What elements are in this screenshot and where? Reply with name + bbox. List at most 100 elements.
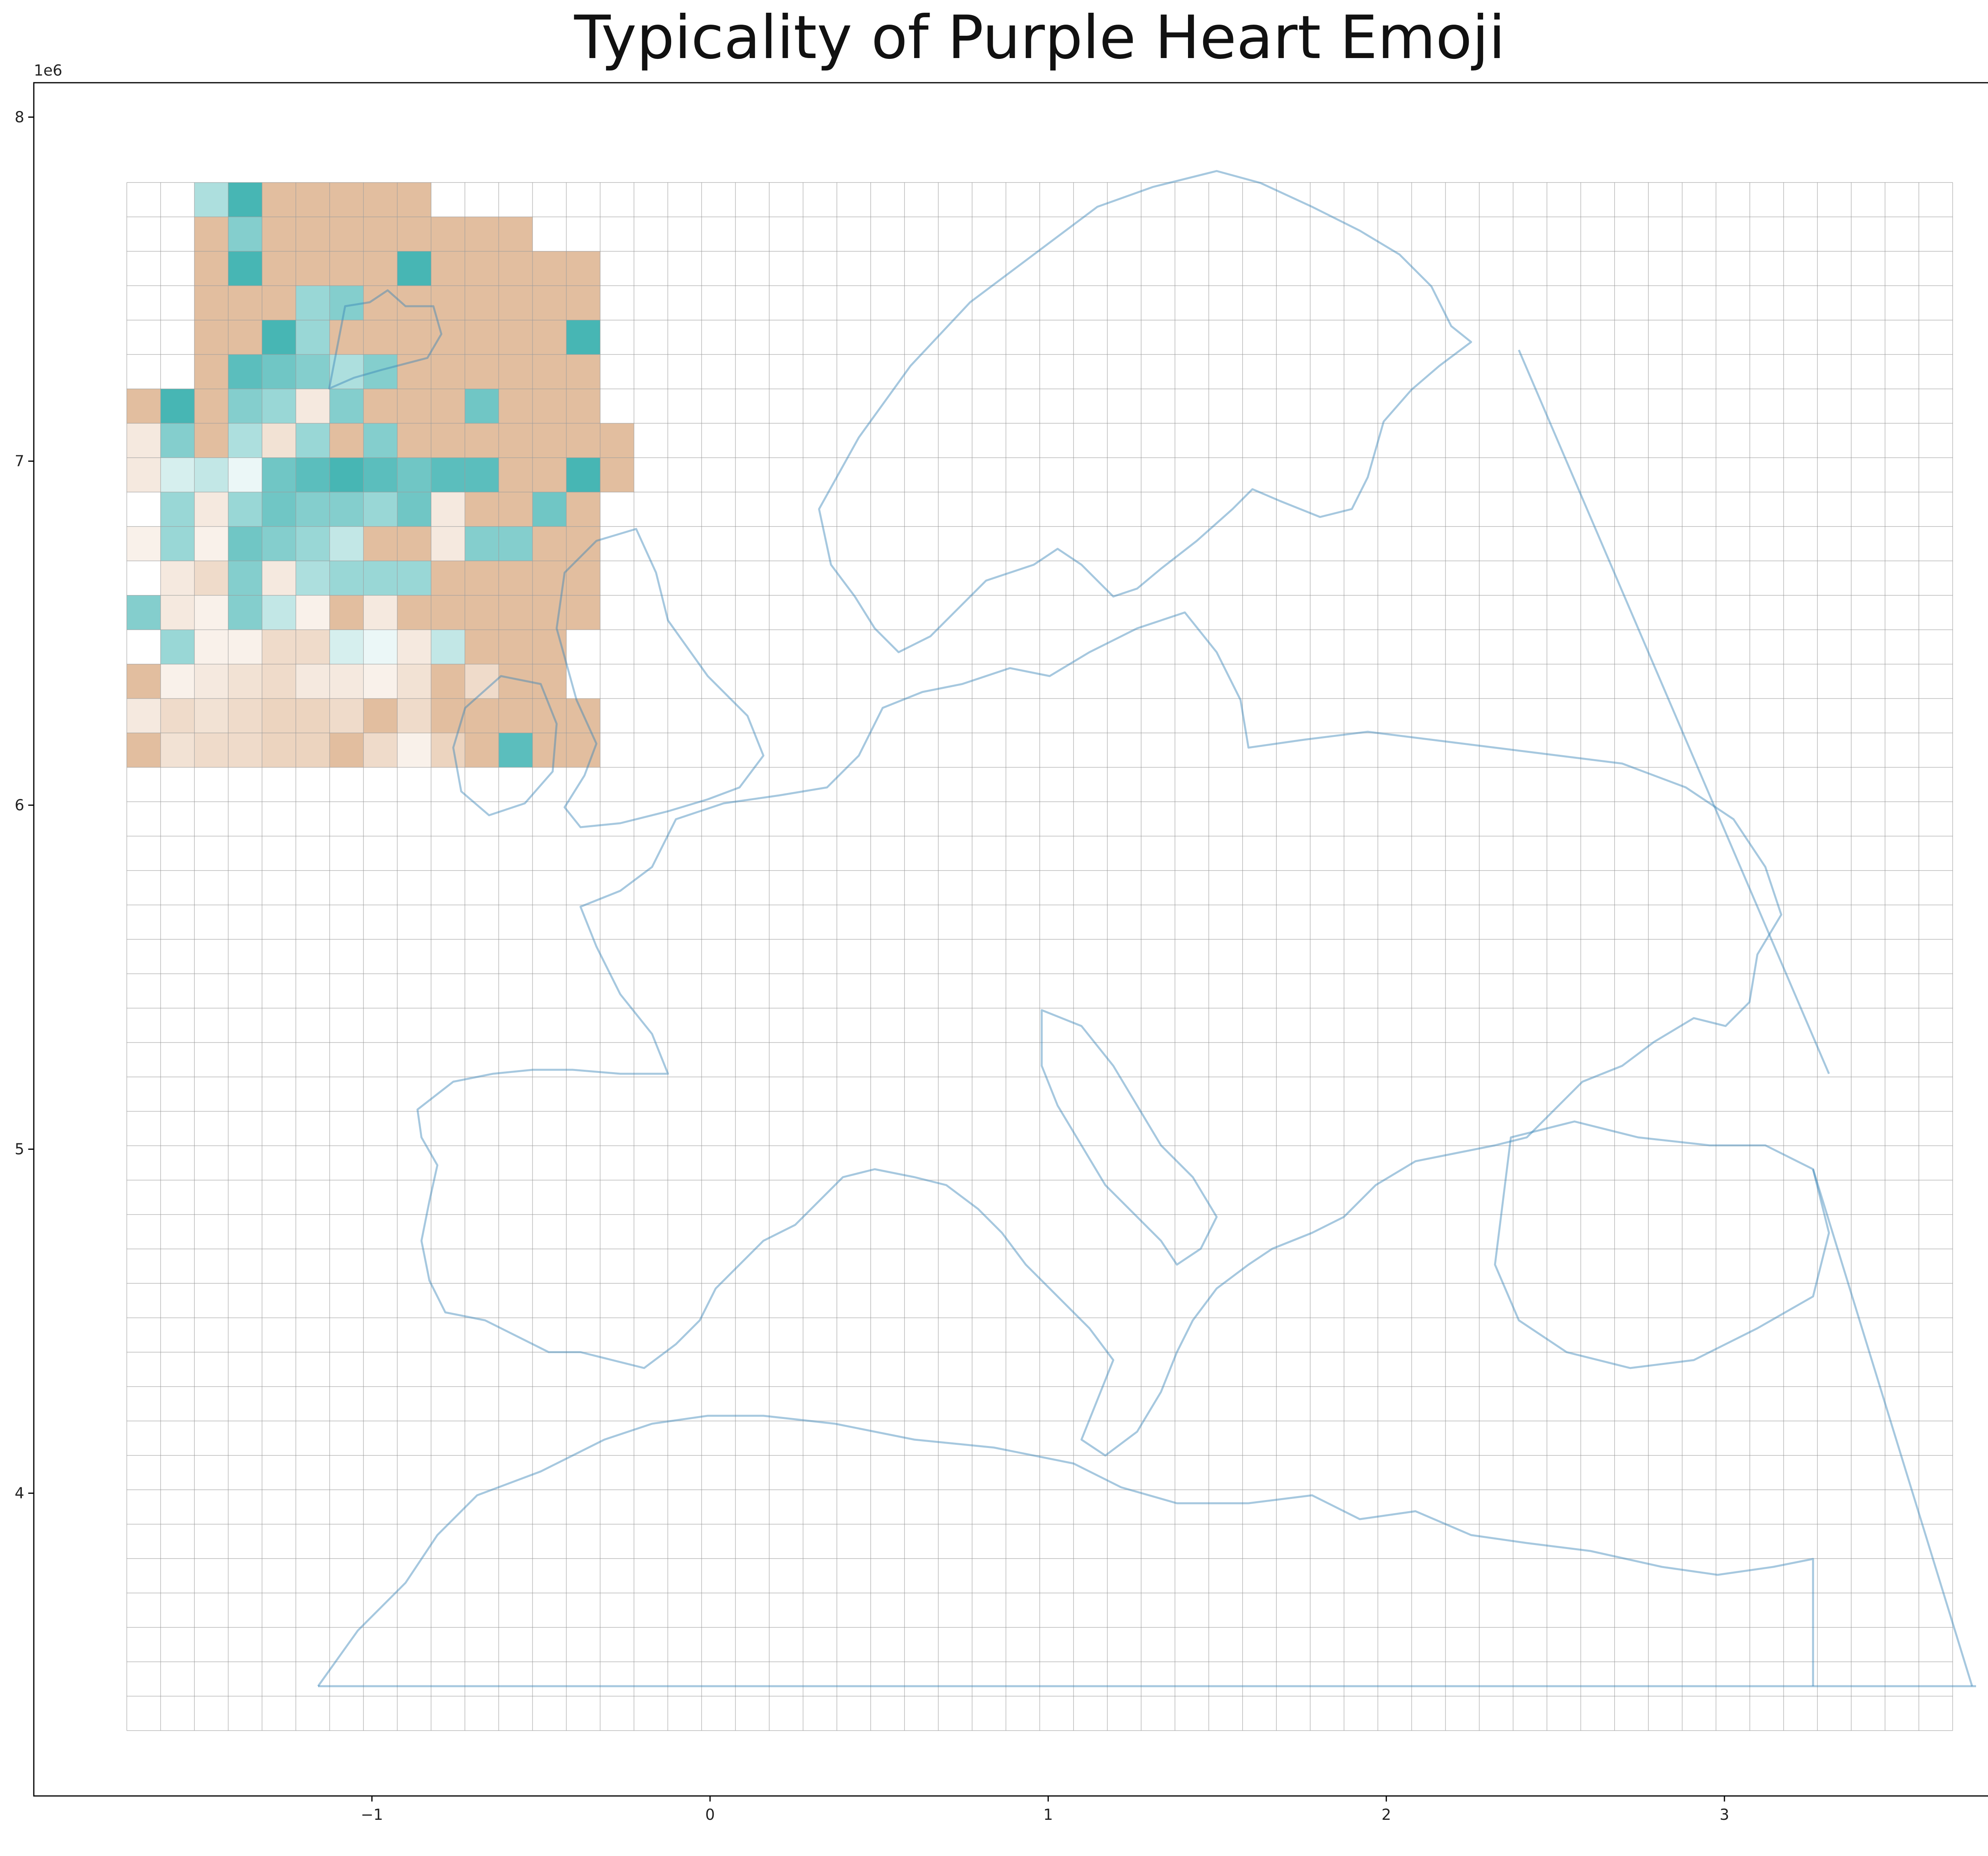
heatmap-cell xyxy=(296,457,330,492)
heatmap-cell xyxy=(228,217,262,251)
heatmap-cell xyxy=(566,354,600,389)
heatmap-cell xyxy=(499,526,533,561)
heatmap-cell xyxy=(431,561,465,595)
y-tick-label: 4 xyxy=(15,1485,24,1502)
heatmap-cell xyxy=(566,389,600,424)
heatmap-cell xyxy=(465,733,499,768)
heatmap-cell xyxy=(465,354,499,389)
heatmap-cell xyxy=(363,630,398,664)
heatmap-cell xyxy=(431,698,465,733)
east-boundary-line xyxy=(1518,350,1973,1687)
heatmap-cell xyxy=(194,217,228,251)
heatmap-cell xyxy=(566,457,600,492)
heatmap-cell xyxy=(194,182,228,217)
heatmap-cell xyxy=(465,561,499,595)
heatmap-cell xyxy=(160,733,194,768)
heatmap-cell xyxy=(194,423,228,458)
heatmap-cell xyxy=(228,698,262,733)
heatmap-cell xyxy=(397,492,431,527)
country-outlines xyxy=(317,170,1976,1687)
heatmap-cell xyxy=(431,354,465,389)
ireland-outline xyxy=(452,675,558,816)
heatmap-cell xyxy=(262,630,296,664)
heatmap-cell xyxy=(499,698,533,733)
heatmap-cell xyxy=(566,698,600,733)
heatmap-cell xyxy=(296,423,330,458)
heatmap-cell xyxy=(262,182,296,217)
heatmap-cell xyxy=(465,698,499,733)
heatmap-cell xyxy=(330,492,364,527)
heatmap-cell xyxy=(363,595,398,630)
heatmap-cell xyxy=(431,492,465,527)
heatmap-cell xyxy=(330,286,364,320)
heatmap-cell xyxy=(194,286,228,320)
heatmap-cell xyxy=(160,595,194,630)
heatmap-cell xyxy=(194,664,228,699)
heatmap-cell xyxy=(499,320,533,355)
heatmap-cell xyxy=(228,630,262,664)
heatmap-cell xyxy=(228,251,262,286)
y-tick-label: 5 xyxy=(15,1141,24,1158)
italy-outline xyxy=(1041,1009,1218,1266)
heatmap-cell xyxy=(296,595,330,630)
heatmap-cell xyxy=(126,526,161,561)
heatmap-cell xyxy=(228,286,262,320)
heatmap-cell xyxy=(532,286,567,320)
heatmap-cell xyxy=(126,457,161,492)
heatmap-cell xyxy=(532,698,567,733)
heatmap-cell xyxy=(532,457,567,492)
heatmap-cell xyxy=(465,664,499,699)
heatmap-cell xyxy=(296,286,330,320)
heatmap-cell xyxy=(228,320,262,355)
heatmap-cell xyxy=(330,561,364,595)
heatmap-cell xyxy=(600,457,634,492)
heatmap-cell xyxy=(397,664,431,699)
heatmap-cell xyxy=(262,389,296,424)
heatmap-cell xyxy=(532,561,567,595)
heatmap-cell xyxy=(566,733,600,768)
heatmap-cell xyxy=(228,526,262,561)
heatmap-cell xyxy=(566,423,600,458)
heatmap-cell xyxy=(160,389,194,424)
heatmap-cell xyxy=(194,698,228,733)
heatmap-cell xyxy=(465,286,499,320)
heatmap-cell xyxy=(296,217,330,251)
heatmap-cell xyxy=(296,492,330,527)
heatmap-cell xyxy=(499,630,533,664)
heatmap-cell xyxy=(499,457,533,492)
heatmap-cell xyxy=(499,733,533,768)
heatmap-cell xyxy=(465,526,499,561)
heatmap-cell xyxy=(228,423,262,458)
turkey-outline xyxy=(1494,1120,1830,1369)
heatmap-cell xyxy=(532,389,567,424)
heatmap-cell xyxy=(296,526,330,561)
heatmap-cell xyxy=(397,457,431,492)
heatmap-cell xyxy=(566,526,600,561)
heatmap-cell xyxy=(431,526,465,561)
heatmap-cell xyxy=(431,286,465,320)
heatmap-cell xyxy=(532,492,567,527)
heatmap-cell xyxy=(160,492,194,527)
heatmap-cell xyxy=(397,733,431,768)
heatmap-cell xyxy=(330,630,364,664)
heatmap-cell xyxy=(262,664,296,699)
heatmap-cells xyxy=(126,182,634,768)
heatmap-cell xyxy=(532,595,567,630)
heatmap-cell xyxy=(363,457,398,492)
heatmap-cell xyxy=(499,354,533,389)
heatmap-cell xyxy=(160,526,194,561)
heatmap-cell xyxy=(465,595,499,630)
scandinavia-outline xyxy=(818,170,1472,653)
heatmap-cell xyxy=(566,492,600,527)
heatmap-cell xyxy=(126,698,161,733)
heatmap-cell xyxy=(160,630,194,664)
heatmap-cell xyxy=(397,251,431,286)
heatmap-cell xyxy=(532,251,567,286)
heatmap-cell xyxy=(397,423,431,458)
heatmap-cell xyxy=(330,733,364,768)
heatmap-cell xyxy=(532,526,567,561)
heatmap-cell xyxy=(499,423,533,458)
heatmap-cell xyxy=(397,286,431,320)
axes-frame xyxy=(33,82,1988,1797)
heatmap-cell xyxy=(330,389,364,424)
